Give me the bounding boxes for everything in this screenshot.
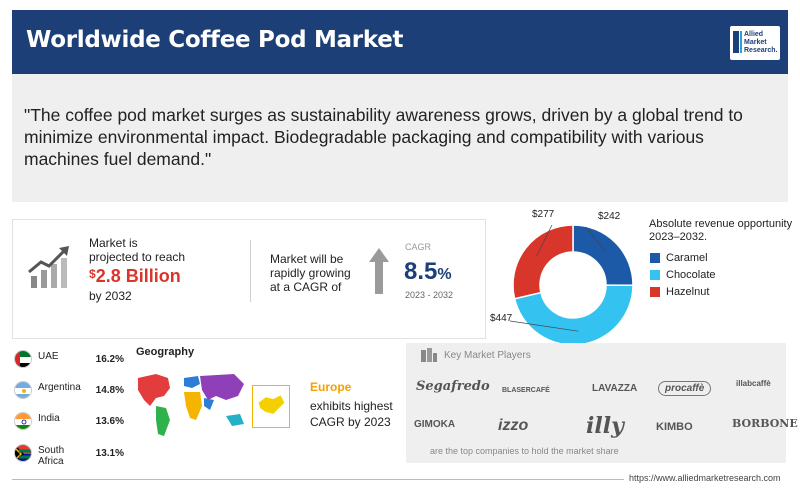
legend-label: Caramel <box>666 252 708 264</box>
legend-swatch <box>650 287 660 297</box>
country-row-uae: UAE 16.2% <box>12 347 126 373</box>
player-logo: BORBONE <box>732 417 798 430</box>
player-logo: BLASERCAFÉ <box>502 387 550 394</box>
player-logo: izzo <box>498 417 529 434</box>
donut-slice-caramel <box>572 224 634 286</box>
legend-swatch <box>650 253 660 263</box>
leader-line <box>536 224 553 257</box>
market-year: by 2032 <box>89 289 132 303</box>
donut-value-label: $277 <box>532 209 555 220</box>
europe-map-icon <box>258 395 285 414</box>
footer-divider <box>12 479 624 480</box>
player-logo: Segafredo <box>416 379 490 394</box>
footer-url: https://www.alliedmarketresearch.com <box>629 473 781 483</box>
country-name: India <box>38 413 60 424</box>
market-label: Market is projected to reach <box>89 236 186 264</box>
leader-line <box>585 226 607 253</box>
cagr-period: 2023 - 2032 <box>405 290 454 300</box>
logo-stripe-icon <box>740 31 742 53</box>
country-row-argentina: Argentina 14.8% <box>12 378 126 404</box>
quote-text: "The coffee pod market surges as sustain… <box>24 105 743 169</box>
world-map-icon <box>138 374 244 436</box>
geography-box: Geography Europe exhibits highest CAGR b… <box>128 342 400 466</box>
cagr-value: 8.5% <box>404 258 452 285</box>
logo-text: Allied Market Research. <box>744 31 778 54</box>
country-name: UAE <box>38 351 59 362</box>
donut-value-label: $242 <box>598 211 621 222</box>
country-name: South Africa <box>38 445 65 467</box>
stats-box: Market is projected to reach $2.8 Billio… <box>12 219 486 339</box>
player-logo: GIMOKA <box>414 419 456 430</box>
player-logo: illabcaffè <box>736 379 771 388</box>
donut-value-label: $447 <box>490 313 513 324</box>
growth-chart-icon <box>28 246 69 288</box>
key-players-box: Key Market Players Segafredo BLASERCAFÉ … <box>406 343 798 463</box>
europe-highlight <box>252 385 290 428</box>
growth-label: Market will be rapidly growing at a CAGR… <box>270 252 351 294</box>
divider <box>250 240 251 302</box>
country-row-south-africa: South Africa 13.1% <box>12 441 126 467</box>
country-cagr: 13.6% <box>95 416 124 427</box>
region-label: Europe <box>310 380 352 394</box>
region-desc: exhibits highest CAGR by 2023 <box>310 399 393 429</box>
country-cagr: 14.8% <box>95 385 124 396</box>
leader-line <box>509 320 579 332</box>
legend-label: Hazelnut <box>666 286 710 298</box>
amr-logo: Allied Market Research. <box>730 26 780 60</box>
country-name: Argentina <box>38 382 81 393</box>
cagr-heading: CAGR <box>405 242 432 252</box>
geography-title: Geography <box>136 346 195 358</box>
uae-flag-icon <box>14 350 32 368</box>
legend-swatch <box>650 270 660 280</box>
building-icon <box>421 348 437 362</box>
player-logo: illy <box>586 413 624 439</box>
donut-slice-hazelnut <box>512 224 574 300</box>
donut-slice-chocolate <box>513 284 634 345</box>
up-arrow-icon <box>369 248 389 294</box>
logo-mark-icon <box>733 31 739 53</box>
country-row-india: India 13.6% <box>12 409 126 435</box>
country-list: UAE 16.2% Argentina 14.8% India 13.6% So… <box>12 345 126 467</box>
legend-label: Chocolate <box>666 269 716 281</box>
argentina-flag-icon <box>14 381 32 399</box>
revenue-donut-chart: $242 $447 $277 <box>490 209 634 345</box>
players-title: Key Market Players <box>444 350 531 361</box>
chart-title: Absolute revenue opportunity 2023–2032. <box>649 218 793 243</box>
country-cagr: 16.2% <box>95 354 124 365</box>
header-banner: Worldwide Coffee Pod Market Allied Marke… <box>12 10 788 74</box>
quote-box: "The coffee pod market surges as sustain… <box>12 74 788 202</box>
market-value: $2.8 Billion <box>89 266 181 286</box>
page-title: Worldwide Coffee Pod Market <box>26 27 404 53</box>
player-logo: procaffè <box>658 381 712 396</box>
player-logo: KIMBO <box>656 421 693 433</box>
india-flag-icon <box>14 412 32 430</box>
players-footnote: are the top companies to hold the market… <box>430 446 619 456</box>
player-logo: LAVAZZA <box>592 383 638 394</box>
country-cagr: 13.1% <box>95 448 124 459</box>
south-africa-flag-icon <box>14 444 32 462</box>
